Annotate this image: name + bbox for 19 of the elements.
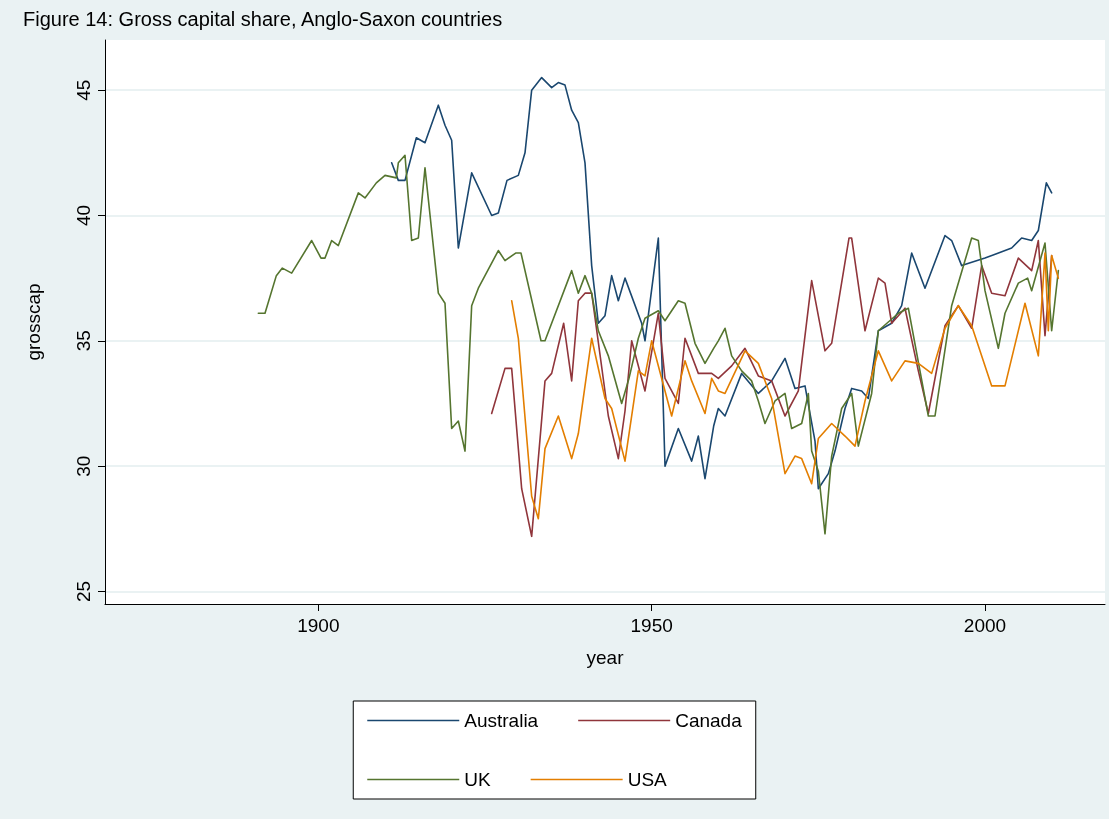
legend-label: USA — [627, 769, 668, 790]
x-tick-label: 1950 — [630, 615, 673, 636]
legend-label: Canada — [675, 710, 743, 731]
line-series — [257, 154, 1060, 535]
y-tick-label: 35 — [73, 330, 94, 352]
y-tick-label: 30 — [73, 455, 94, 477]
y-tick-label: 25 — [73, 580, 94, 603]
y-tick-label: 45 — [73, 79, 94, 101]
line-series — [390, 76, 1053, 490]
y-axis-title: grosscap — [23, 283, 44, 361]
line-series — [510, 252, 1060, 520]
chart-title: Figure 14: Gross capital share, Anglo-Saxon countries — [23, 8, 503, 30]
y-tick-label: 40 — [73, 204, 94, 227]
line-series — [490, 237, 1053, 538]
x-tick-label: 2000 — [963, 615, 1007, 636]
legend-label: Australia — [464, 710, 539, 731]
legend-label: UK — [464, 769, 491, 790]
x-tick-label: 1900 — [297, 615, 340, 636]
x-axis-title: year — [586, 647, 625, 668]
